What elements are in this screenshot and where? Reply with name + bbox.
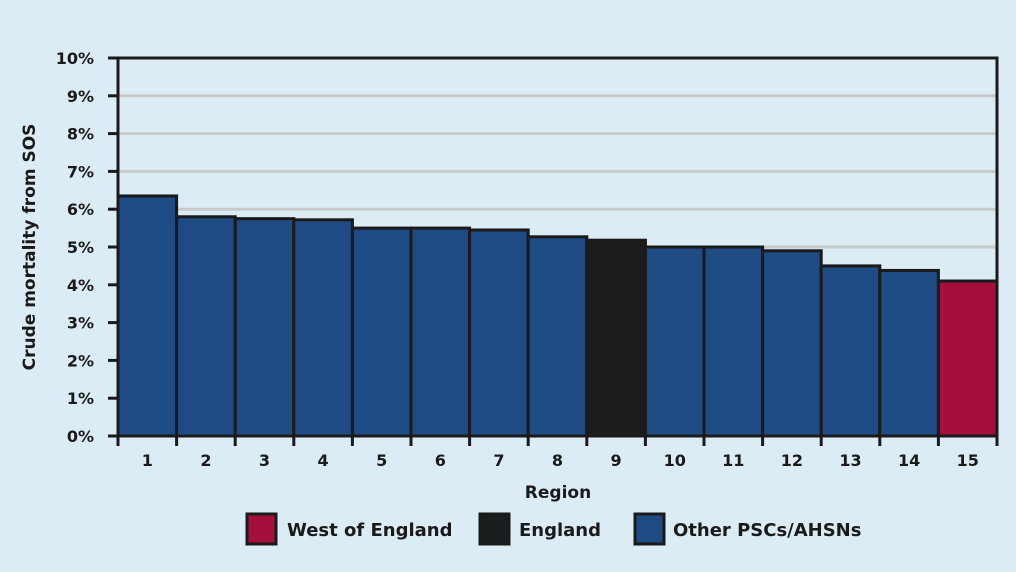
y-tick-label: 7% (67, 162, 94, 181)
x-axis: 1 2 3 4 5 6 7 8 9 10 11 12 13 14 15 (116, 436, 999, 470)
bar (409, 226, 472, 438)
y-axis-title: Crude mortality from SOS (20, 124, 40, 371)
x-tick-label: 12 (781, 451, 803, 470)
y-tick-label: 2% (67, 351, 94, 370)
x-tick-label: 4 (318, 451, 329, 470)
y-tick-label: 10% (56, 49, 94, 68)
legend-label: West of England (287, 520, 452, 541)
y-tick-label: 1% (67, 389, 94, 408)
legend-swatch (478, 512, 511, 546)
bar (526, 235, 589, 438)
legend-label: England (519, 520, 601, 541)
y-tick-label: 5% (67, 238, 94, 257)
y-tick-label: 8% (67, 125, 94, 144)
x-tick-label: 3 (259, 451, 270, 470)
bar (292, 218, 354, 438)
legend-label: Other PSCs/AHSNs (673, 520, 861, 541)
legend: West of England England Other PSCs/AHSNs (245, 512, 861, 546)
x-tick-label: 9 (611, 451, 622, 470)
x-tick-label: 11 (722, 451, 744, 470)
x-tick-label: 10 (664, 451, 686, 470)
y-tick-label: 0% (67, 427, 94, 446)
x-tick-label: 14 (898, 451, 920, 470)
x-tick-label: 13 (839, 451, 861, 470)
legend-swatch (245, 512, 278, 546)
x-tick-label: 7 (493, 451, 504, 470)
bar (468, 228, 530, 438)
bar (116, 194, 179, 438)
x-tick-label: 6 (435, 451, 446, 470)
y-tick-label: 6% (67, 200, 94, 219)
y-tick-label: 3% (67, 314, 94, 333)
bar (643, 245, 706, 438)
y-tick-label: 9% (67, 87, 94, 106)
bar (761, 249, 823, 438)
bar (585, 238, 647, 438)
bar (233, 217, 296, 438)
y-axis: 0% 1% 2% 3% 4% 5% 6% 7% 8% 9% 10% (56, 49, 118, 446)
bar (350, 226, 413, 438)
bar (702, 245, 765, 438)
x-tick-label: 1 (142, 451, 153, 470)
x-tick-label: 8 (552, 451, 563, 470)
y-tick-label: 4% (67, 276, 94, 295)
x-tick-label: 15 (957, 451, 979, 470)
bar (175, 215, 237, 438)
x-tick-label: 5 (376, 451, 387, 470)
bar (936, 279, 999, 438)
bar (878, 268, 940, 438)
bars (116, 194, 999, 438)
x-tick-label: 2 (200, 451, 211, 470)
legend-swatch (633, 512, 666, 546)
bar (819, 264, 882, 438)
x-axis-title: Region (525, 483, 591, 503)
